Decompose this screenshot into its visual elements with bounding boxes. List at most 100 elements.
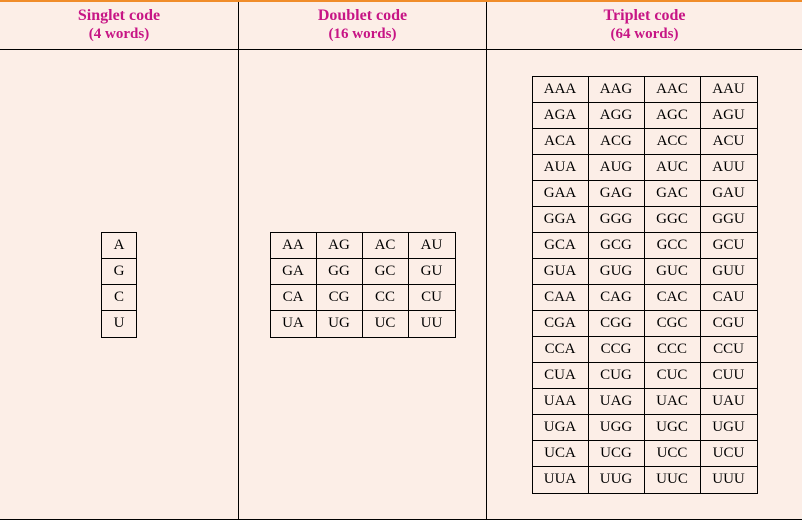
triplet-cell: UGU bbox=[701, 415, 757, 441]
header-title-singlet: Singlet code bbox=[78, 6, 160, 25]
header-title-doublet: Doublet code bbox=[318, 6, 407, 25]
triplet-cell: UCC bbox=[645, 441, 701, 467]
triplet-cell: AGU bbox=[701, 103, 757, 129]
triplet-cell: GAC bbox=[645, 181, 701, 207]
singlet-grid: AGCU bbox=[101, 232, 137, 338]
triplet-cell: GCC bbox=[645, 233, 701, 259]
triplet-cell: CGU bbox=[701, 311, 757, 337]
singlet-cell: U bbox=[102, 311, 136, 337]
triplet-cell: AGC bbox=[645, 103, 701, 129]
header-col-doublet: Doublet code (16 words) bbox=[238, 2, 486, 49]
body-col-triplet: AAAAAGAACAAUAGAAGGAGCAGUACAACGACCACUAUAA… bbox=[486, 50, 802, 519]
triplet-cell: ACC bbox=[645, 129, 701, 155]
triplet-cell: UUU bbox=[701, 467, 757, 493]
page: Singlet code (4 words) Doublet code (16 … bbox=[0, 0, 802, 520]
doublet-cell: UU bbox=[409, 311, 455, 337]
doublet-cell: CG bbox=[317, 285, 363, 311]
triplet-cell: CUC bbox=[645, 363, 701, 389]
doublet-cell: UA bbox=[271, 311, 317, 337]
triplet-cell: GGU bbox=[701, 207, 757, 233]
doublet-cell: CA bbox=[271, 285, 317, 311]
triplet-cell: GUU bbox=[701, 259, 757, 285]
triplet-cell: AUU bbox=[701, 155, 757, 181]
doublet-cell: AC bbox=[363, 233, 409, 259]
triplet-cell: UAU bbox=[701, 389, 757, 415]
triplet-cell: AGG bbox=[589, 103, 645, 129]
triplet-cell: AAG bbox=[589, 77, 645, 103]
doublet-cell: UG bbox=[317, 311, 363, 337]
header-sub-doublet: (16 words) bbox=[329, 25, 397, 43]
header-row: Singlet code (4 words) Doublet code (16 … bbox=[0, 2, 802, 50]
triplet-cell: CUU bbox=[701, 363, 757, 389]
triplet-cell: GCA bbox=[533, 233, 589, 259]
doublet-cell: UC bbox=[363, 311, 409, 337]
doublet-cell: GG bbox=[317, 259, 363, 285]
doublet-cell: CC bbox=[363, 285, 409, 311]
singlet-cell: G bbox=[102, 259, 136, 285]
singlet-cell: A bbox=[102, 233, 136, 259]
triplet-cell: AUA bbox=[533, 155, 589, 181]
triplet-cell: UAG bbox=[589, 389, 645, 415]
body-col-doublet: AAAGACAUGAGGGCGUCACGCCCUUAUGUCUU bbox=[238, 50, 486, 519]
triplet-cell: GAU bbox=[701, 181, 757, 207]
singlet-cell: C bbox=[102, 285, 136, 311]
doublet-cell: CU bbox=[409, 285, 455, 311]
triplet-cell: CGG bbox=[589, 311, 645, 337]
doublet-cell: GU bbox=[409, 259, 455, 285]
doublet-cell: AU bbox=[409, 233, 455, 259]
triplet-cell: CAA bbox=[533, 285, 589, 311]
triplet-cell: CAC bbox=[645, 285, 701, 311]
triplet-cell: GGC bbox=[645, 207, 701, 233]
doublet-cell: AA bbox=[271, 233, 317, 259]
triplet-cell: AAU bbox=[701, 77, 757, 103]
body-row: AGCU AAAGACAUGAGGGCGUCACGCCCUUAUGUCUU AA… bbox=[0, 50, 802, 520]
triplet-cell: GAA bbox=[533, 181, 589, 207]
triplet-cell: UAA bbox=[533, 389, 589, 415]
triplet-cell: ACG bbox=[589, 129, 645, 155]
header-col-triplet: Triplet code (64 words) bbox=[486, 2, 802, 49]
triplet-cell: AAA bbox=[533, 77, 589, 103]
header-col-singlet: Singlet code (4 words) bbox=[0, 2, 238, 49]
triplet-cell: AGA bbox=[533, 103, 589, 129]
doublet-cell: GC bbox=[363, 259, 409, 285]
triplet-cell: GGG bbox=[589, 207, 645, 233]
triplet-cell: CCG bbox=[589, 337, 645, 363]
triplet-cell: CGC bbox=[645, 311, 701, 337]
triplet-cell: GUA bbox=[533, 259, 589, 285]
triplet-cell: UGG bbox=[589, 415, 645, 441]
triplet-cell: UGA bbox=[533, 415, 589, 441]
triplet-cell: CAG bbox=[589, 285, 645, 311]
header-sub-singlet: (4 words) bbox=[89, 25, 149, 43]
doublet-cell: GA bbox=[271, 259, 317, 285]
triplet-cell: UAC bbox=[645, 389, 701, 415]
triplet-cell: CUA bbox=[533, 363, 589, 389]
triplet-cell: GCG bbox=[589, 233, 645, 259]
triplet-cell: CCC bbox=[645, 337, 701, 363]
triplet-cell: CCA bbox=[533, 337, 589, 363]
triplet-cell: UCG bbox=[589, 441, 645, 467]
triplet-cell: CGA bbox=[533, 311, 589, 337]
triplet-cell: UUA bbox=[533, 467, 589, 493]
header-title-triplet: Triplet code bbox=[604, 6, 686, 25]
triplet-cell: CCU bbox=[701, 337, 757, 363]
triplet-cell: ACA bbox=[533, 129, 589, 155]
triplet-cell: AUC bbox=[645, 155, 701, 181]
triplet-cell: GCU bbox=[701, 233, 757, 259]
triplet-grid: AAAAAGAACAAUAGAAGGAGCAGUACAACGACCACUAUAA… bbox=[532, 76, 758, 494]
triplet-cell: AUG bbox=[589, 155, 645, 181]
triplet-cell: CUG bbox=[589, 363, 645, 389]
triplet-cell: CAU bbox=[701, 285, 757, 311]
triplet-cell: UUG bbox=[589, 467, 645, 493]
triplet-cell: GUC bbox=[645, 259, 701, 285]
header-sub-triplet: (64 words) bbox=[611, 25, 679, 43]
triplet-cell: GGA bbox=[533, 207, 589, 233]
triplet-cell: AAC bbox=[645, 77, 701, 103]
triplet-cell: ACU bbox=[701, 129, 757, 155]
triplet-cell: UUC bbox=[645, 467, 701, 493]
body-col-singlet: AGCU bbox=[0, 50, 238, 519]
triplet-cell: GAG bbox=[589, 181, 645, 207]
triplet-cell: GUG bbox=[589, 259, 645, 285]
triplet-cell: UCA bbox=[533, 441, 589, 467]
doublet-grid: AAAGACAUGAGGGCGUCACGCCCUUAUGUCUU bbox=[270, 232, 456, 338]
triplet-cell: UGC bbox=[645, 415, 701, 441]
